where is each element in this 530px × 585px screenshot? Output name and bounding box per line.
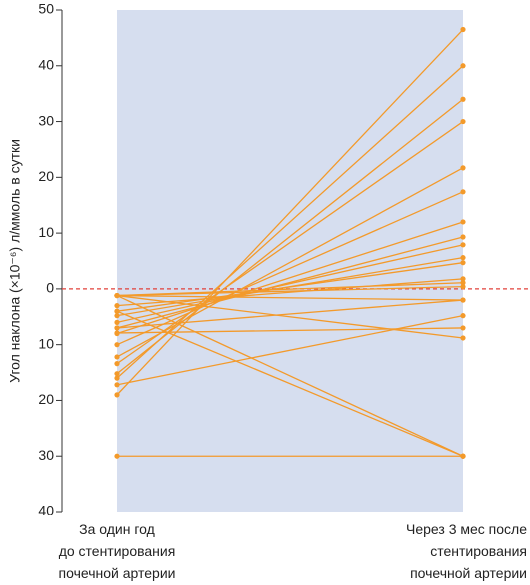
data-point	[460, 453, 466, 459]
y-tick-label: 30	[38, 112, 54, 128]
slope-line	[116, 299, 464, 329]
data-point	[114, 392, 120, 398]
data-point	[114, 325, 120, 331]
data-point	[114, 453, 120, 459]
data-point	[460, 255, 466, 261]
slope-line	[116, 221, 464, 335]
plot-band	[117, 10, 463, 512]
data-point	[114, 382, 120, 388]
data-point	[460, 165, 466, 171]
x-category-label: Через 3 мес после стентирования почечной…	[406, 521, 527, 581]
data-point	[114, 375, 120, 381]
data-point	[114, 319, 120, 325]
y-tick-label: 40	[38, 503, 54, 515]
slope-line	[116, 278, 464, 307]
data-point	[460, 325, 466, 331]
y-tick-label: 10	[38, 224, 54, 240]
data-point	[114, 330, 120, 336]
data-point	[460, 297, 466, 303]
y-tick-label: 40	[38, 56, 54, 72]
data-point	[460, 63, 466, 69]
data-point	[460, 335, 466, 341]
y-tick-label: 20	[38, 168, 54, 184]
data-point	[460, 242, 466, 248]
data-point	[114, 292, 120, 299]
y-axis-label: Угол наклона (×10⁻⁶) л/ммоль в сутки	[7, 139, 23, 383]
data-point	[460, 313, 466, 319]
slope-line	[116, 282, 464, 297]
data-point	[460, 26, 466, 33]
slope-line	[116, 244, 464, 323]
slope-line	[116, 236, 464, 329]
slope-line	[116, 294, 464, 457]
data-point	[460, 118, 466, 125]
data-point	[460, 219, 466, 225]
slope-line	[116, 294, 464, 339]
data-point	[460, 276, 466, 282]
slope-line	[116, 294, 464, 301]
y-tick-label: 0	[46, 280, 54, 296]
slope-line	[116, 315, 464, 386]
slope-line	[116, 327, 464, 334]
data-point	[114, 354, 120, 360]
slope-line	[116, 29, 464, 396]
y-tick-label: 10	[38, 335, 54, 351]
y-tick-label: 30	[38, 447, 54, 463]
y-tick-label: 50	[38, 1, 54, 17]
data-point	[460, 96, 466, 102]
data-point	[460, 280, 466, 286]
data-point	[460, 189, 466, 195]
x-category-label: За один год до стентирования почечной ар…	[58, 521, 176, 581]
data-point	[114, 371, 120, 377]
data-point	[114, 361, 120, 367]
data-point	[460, 234, 466, 240]
data-point	[114, 342, 120, 348]
data-point	[114, 308, 120, 314]
data-point	[114, 303, 120, 309]
slope-line	[116, 310, 464, 457]
data-point	[114, 313, 120, 319]
slope-line	[116, 286, 464, 297]
slope-line	[116, 98, 464, 375]
slope-line	[116, 167, 464, 358]
data-point	[460, 284, 466, 290]
slope-line	[116, 191, 464, 346]
data-point	[460, 260, 466, 266]
chart: Угол наклона (×10⁻⁶) л/ммоль в сутки 40 3…	[7, 1, 530, 515]
y-tick-label: 20	[38, 391, 54, 407]
